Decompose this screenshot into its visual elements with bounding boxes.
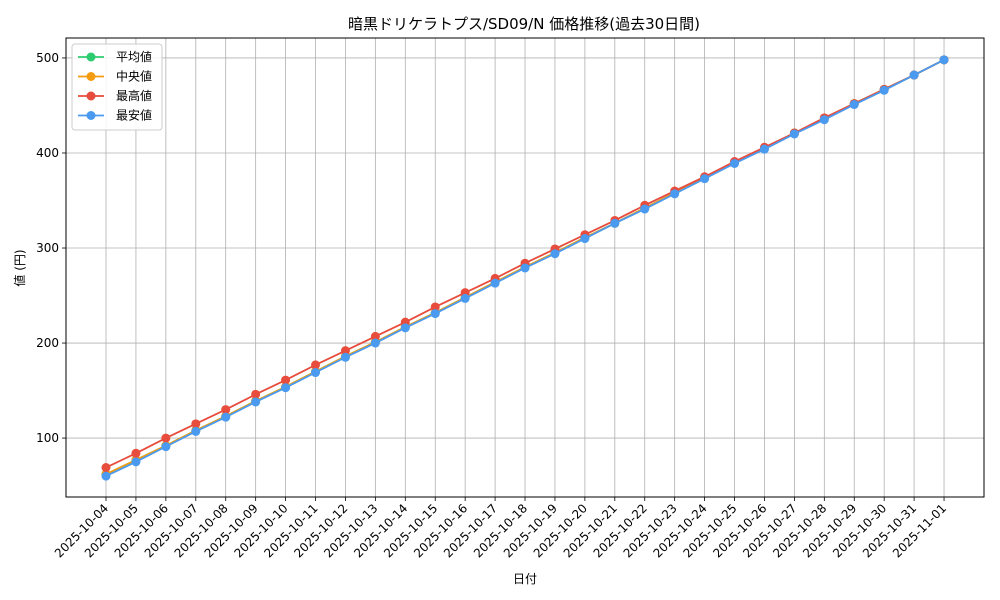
series-layer — [101, 55, 949, 481]
data-point — [700, 174, 710, 184]
x-axis: 2025-10-042025-10-052025-10-062025-10-07… — [52, 497, 949, 560]
y-tick-label: 500 — [36, 51, 59, 65]
legend-marker — [86, 72, 96, 81]
y-axis-label: 値 (円) — [12, 249, 27, 286]
legend-marker — [86, 91, 96, 101]
data-point — [161, 442, 171, 452]
data-point — [400, 323, 410, 333]
data-point — [460, 293, 470, 303]
data-point — [131, 457, 141, 467]
series-3 — [101, 55, 949, 481]
data-point — [430, 302, 440, 312]
data-point — [101, 463, 111, 473]
data-point — [580, 234, 590, 244]
legend-label: 最安値 — [116, 108, 152, 123]
data-point — [490, 278, 500, 288]
data-point — [610, 218, 620, 228]
chart-title: 暗黒ドリケラトプス/SD09/N 価格推移(過去30日間) — [348, 15, 700, 33]
grid — [66, 38, 984, 497]
legend-marker — [86, 111, 96, 120]
data-point — [909, 70, 919, 80]
legend-box — [71, 43, 163, 131]
legend-label: 最高値 — [116, 88, 152, 103]
data-point — [730, 158, 740, 168]
data-point — [221, 412, 231, 422]
data-point — [191, 419, 201, 429]
data-point — [281, 375, 291, 385]
data-point — [879, 85, 889, 95]
data-point — [370, 331, 380, 341]
data-point — [311, 368, 321, 378]
data-point — [340, 346, 350, 356]
data-point — [939, 55, 949, 65]
data-point — [191, 426, 201, 436]
data-point — [520, 263, 530, 273]
data-point — [789, 129, 799, 139]
data-point — [670, 189, 680, 199]
data-point — [640, 204, 650, 214]
y-tick-label: 100 — [36, 431, 59, 445]
data-point — [251, 389, 261, 399]
y-tick-label: 400 — [36, 146, 59, 160]
data-point — [430, 309, 440, 319]
data-point — [819, 115, 829, 125]
data-point — [759, 144, 769, 154]
data-point — [370, 338, 380, 348]
y-tick-label: 300 — [36, 241, 59, 255]
data-point — [311, 360, 321, 370]
data-point — [131, 448, 141, 458]
legend-label: 中央値 — [116, 69, 152, 84]
data-point — [161, 433, 171, 443]
data-point — [281, 383, 291, 393]
data-point — [849, 100, 859, 110]
data-point — [340, 352, 350, 362]
x-axis-label: 日付 — [513, 572, 537, 586]
y-axis: 100 200 300 400 500 — [36, 51, 66, 445]
legend-label: 平均値 — [116, 49, 152, 64]
legend-marker — [86, 52, 96, 62]
data-point — [550, 249, 560, 259]
data-point — [101, 471, 111, 481]
data-point — [251, 397, 261, 407]
data-point — [221, 405, 231, 415]
y-tick-label: 200 — [36, 336, 59, 350]
